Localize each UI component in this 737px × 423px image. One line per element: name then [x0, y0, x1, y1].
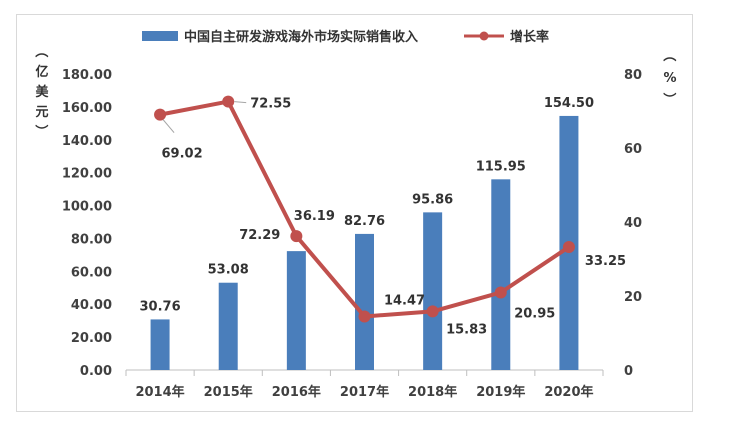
label-leader: [234, 101, 247, 104]
y-left-tick-label: 160.00: [62, 101, 112, 116]
label-leader: [162, 119, 175, 133]
y-left-tick-label: 20.00: [71, 331, 112, 346]
line-data-label: 20.95: [514, 306, 555, 321]
legend-bar-swatch: [142, 31, 178, 41]
y-right-tick-label: 0: [624, 364, 633, 379]
x-tick-label: 2019年: [476, 384, 525, 400]
x-tick-label: 2016年: [272, 384, 321, 400]
line-data-label: 69.02: [162, 147, 203, 162]
x-tick-label: 2018年: [408, 384, 457, 400]
y-right-tick-label: 40: [624, 216, 642, 231]
line-point: [358, 310, 371, 323]
legend-bar-label: 中国自主研发游戏海外市场实际销售收入: [184, 29, 418, 45]
y-left-tick-label: 100.00: [62, 200, 112, 215]
bar-data-label: 72.29: [239, 228, 280, 243]
bar-data-label: 82.76: [344, 214, 385, 229]
x-tick-label: 2017年: [340, 384, 389, 400]
left-axis-title-char: 美: [35, 84, 49, 100]
y-right-tick-label: 80: [624, 68, 642, 83]
bar-data-label: 115.95: [476, 159, 526, 174]
line-data-label: 15.83: [446, 322, 487, 337]
bar: [423, 212, 443, 370]
bar: [286, 251, 306, 370]
line-point: [562, 240, 575, 253]
bar: [491, 179, 511, 370]
bar: [355, 233, 374, 370]
line-point: [426, 305, 439, 318]
y-right-tick-label: 60: [624, 142, 642, 157]
y-left-tick-label: 120.00: [62, 167, 112, 182]
bar-data-label: 30.76: [140, 299, 181, 314]
right-axis-title-char: （: [661, 48, 677, 61]
line-data-label: 14.47: [384, 293, 425, 308]
line-point: [154, 108, 167, 121]
left-axis-title-char: （: [33, 44, 49, 57]
left-axis-title-char: ）: [33, 124, 49, 137]
line-data-label: 36.19: [294, 209, 335, 224]
bar: [218, 282, 238, 370]
line-data-label: 72.55: [250, 97, 291, 112]
y-left-tick-label: 40.00: [71, 298, 112, 313]
y-right-tick-label: 20: [624, 290, 642, 305]
right-axis-title-char: ）: [661, 92, 677, 105]
legend-line-label: 增长率: [510, 29, 549, 45]
x-tick-label: 2014年: [135, 384, 184, 400]
left-axis-title-char: 亿: [35, 64, 48, 80]
line-point: [290, 230, 303, 243]
bar-data-label: 154.50: [544, 96, 594, 111]
line-point: [494, 286, 507, 299]
right-axis-title-char: %: [663, 71, 676, 86]
y-left-tick-label: 80.00: [71, 232, 112, 247]
left-axis-title-char: 元: [35, 105, 48, 120]
chart-frame: [16, 14, 693, 412]
y-left-tick-label: 140.00: [62, 134, 112, 149]
line-point: [222, 95, 235, 108]
bar-data-label: 95.86: [412, 192, 453, 207]
x-tick-label: 2015年: [204, 384, 253, 400]
line-data-label: 33.25: [585, 254, 626, 269]
x-tick-label: 2020年: [544, 384, 593, 400]
legend-line-marker: [479, 31, 489, 41]
y-left-tick-label: 60.00: [71, 265, 112, 280]
y-left-tick-label: 180.00: [62, 68, 112, 83]
y-left-tick-label: 0.00: [80, 364, 112, 379]
bar-data-label: 53.08: [208, 263, 249, 278]
bar: [150, 319, 170, 370]
